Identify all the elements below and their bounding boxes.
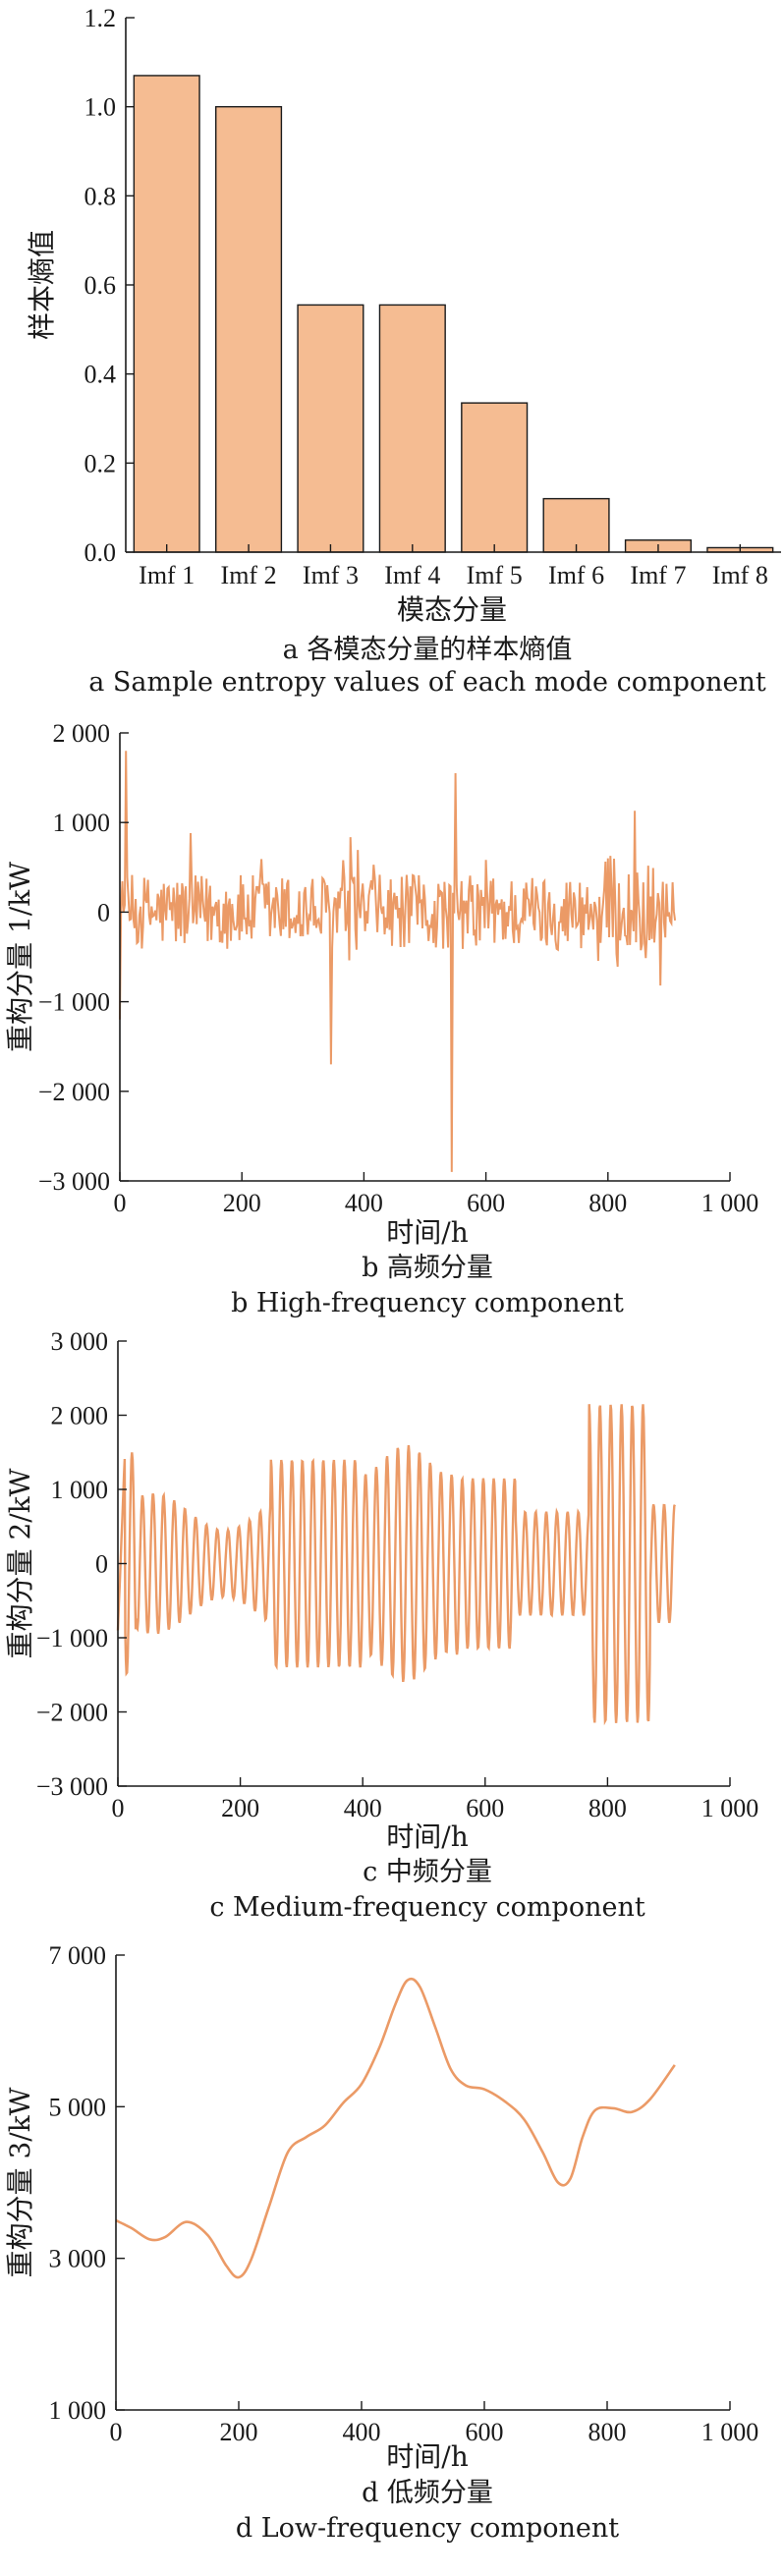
y-axis-title: 重构分量 3/kW <box>4 2087 36 2277</box>
y-tick-label: 2 000 <box>53 719 111 748</box>
caption-en: a Sample entropy values of each mode com… <box>88 667 766 698</box>
chart-c-medium-frequency: −3 000 −2 000 −1 000 0 1 000 2 000 3 000 0 200 40… <box>4 1327 758 1923</box>
bar-5 <box>461 402 529 553</box>
y-tick-label: 1 000 <box>51 1476 109 1504</box>
y-tick-label: 0.8 <box>84 182 117 210</box>
x-tick-label: Imf 8 <box>712 561 768 589</box>
x-tick-label: 0 <box>112 1794 125 1822</box>
x-tick-label: Imf 4 <box>384 561 440 589</box>
caption-en: c Medium-frequency component <box>209 1892 645 1923</box>
x-tick-label: 1 000 <box>701 1794 759 1822</box>
x-tick-label: 400 <box>344 1794 382 1822</box>
x-axis-title: 时间/h <box>386 1216 468 1249</box>
y-tick-label: 2 000 <box>51 1402 109 1430</box>
bar-6 <box>542 497 610 553</box>
y-tick-label: 3 000 <box>51 1327 109 1356</box>
chart-b-high-frequency: −3 000 −2 000 −1 000 0 1 000 2 000 0 200 400 600 8… <box>4 719 758 1318</box>
x-axis-title: 模态分量 <box>397 593 507 626</box>
y-tick-label: 0 <box>95 1550 108 1579</box>
y-tick-label: 0.6 <box>84 271 117 300</box>
x-tick-label: Imf 1 <box>139 561 195 589</box>
y-tick-label: −1 000 <box>36 1624 108 1652</box>
x-tick-label: Imf 3 <box>303 561 359 589</box>
x-tick-label: 800 <box>588 2418 627 2446</box>
chart-d-low-frequency: 1 000 3 000 5 000 7 000 0 200 400 600 800 1 000 时间… <box>4 1941 758 2544</box>
x-tick-label: 600 <box>466 1794 504 1822</box>
x-tick-label: 0 <box>114 1189 127 1217</box>
x-tick-label: 200 <box>223 1189 261 1217</box>
y-tick-label: −2 000 <box>36 1699 108 1727</box>
y-tick-label: 1 000 <box>49 2396 107 2425</box>
x-tick-label: 400 <box>345 1189 383 1217</box>
y-tick-label: 1.0 <box>84 93 117 122</box>
x-tick-label: 200 <box>221 1794 259 1822</box>
y-axis-title: 样本熵值 <box>26 230 58 340</box>
x-tick-label: 1 000 <box>701 2418 759 2446</box>
y-axis-title: 重构分量 1/kW <box>4 862 36 1052</box>
y-tick-label: 5 000 <box>49 2093 107 2121</box>
y-tick-label: −1 000 <box>38 988 110 1017</box>
chart-a-sample-entropy: Imf 1 Imf 2 Imf 3 Imf 4 Imf 5 Imf 6 Imf 7 Imf 8… <box>26 4 781 698</box>
x-tick-label: 0 <box>110 2418 123 2446</box>
x-tick-label: Imf 7 <box>630 561 686 589</box>
bar-4 <box>378 304 446 553</box>
bar-2 <box>215 105 283 553</box>
series-line <box>116 1404 676 1726</box>
caption-cn: d 低频分量 <box>362 2478 493 2508</box>
x-tick-label: Imf 5 <box>467 561 523 589</box>
bar-3 <box>297 304 364 553</box>
x-axis-title: 时间/h <box>386 1820 468 1853</box>
x-tick-label: 200 <box>220 2418 258 2446</box>
y-tick-label: 0.0 <box>84 538 117 567</box>
y-tick-label: 0.2 <box>84 449 117 477</box>
y-tick-label: 7 000 <box>49 1941 107 1970</box>
x-tick-label: 1 000 <box>701 1189 759 1217</box>
x-tick-label: 600 <box>466 2418 504 2446</box>
y-tick-label: 1.2 <box>84 4 117 32</box>
x-tick-label: 400 <box>343 2418 381 2446</box>
x-tick-label: 800 <box>588 1794 627 1822</box>
y-tick-label: −2 000 <box>38 1078 110 1106</box>
y-tick-label: −3 000 <box>38 1167 110 1196</box>
series-line <box>115 1977 676 2279</box>
y-tick-label: −3 000 <box>36 1772 108 1801</box>
x-axis-title: 时间/h <box>386 2440 468 2473</box>
y-tick-label: 0 <box>97 898 110 926</box>
bar-1 <box>133 75 200 553</box>
x-tick-label: Imf 2 <box>221 561 277 589</box>
series-line <box>119 751 677 1172</box>
caption-cn: b 高频分量 <box>362 1253 493 1283</box>
y-tick-label: 3 000 <box>49 2245 107 2273</box>
x-tick-label: Imf 6 <box>548 561 604 589</box>
y-tick-label: 1 000 <box>53 809 111 837</box>
y-tick-label: 0.4 <box>84 361 117 389</box>
x-tick-label: 600 <box>467 1189 505 1217</box>
x-tick-label: 800 <box>588 1189 627 1217</box>
caption-cn: a 各模态分量的样本熵值 <box>283 635 573 665</box>
caption-en: d Low-frequency component <box>236 2513 619 2544</box>
caption-cn: c 中频分量 <box>363 1857 492 1887</box>
y-axis-title: 重构分量 2/kW <box>4 1468 36 1658</box>
caption-en: b High-frequency component <box>231 1288 624 1318</box>
